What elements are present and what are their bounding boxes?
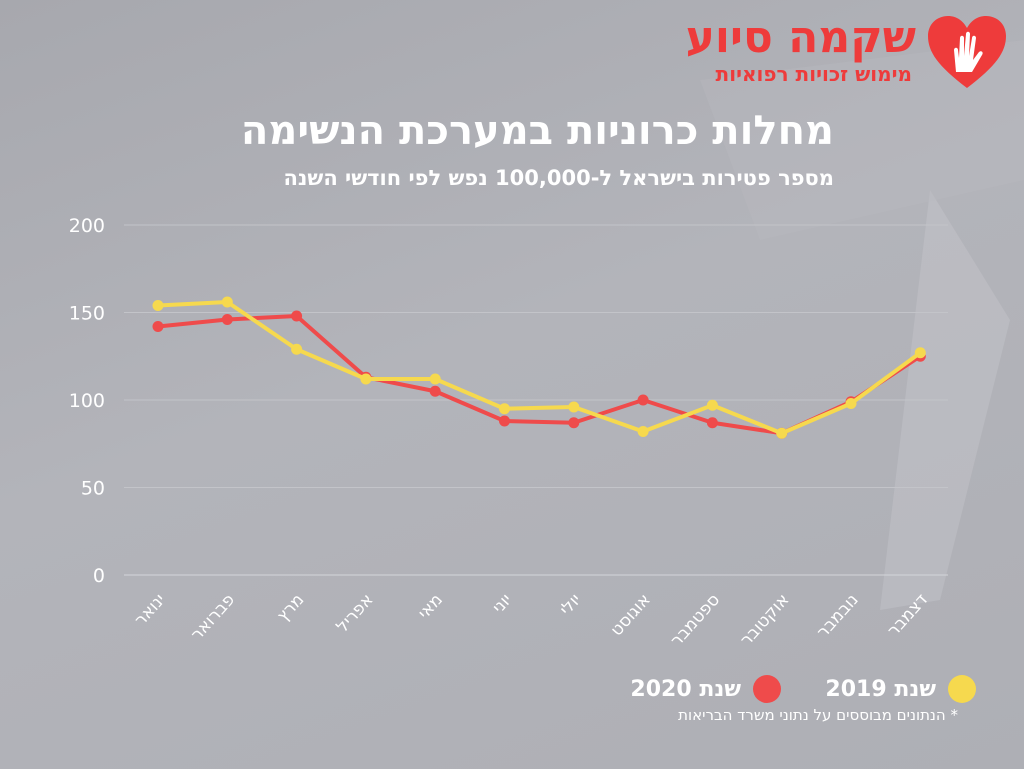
legend-label-2019: שנת 2019 — [825, 676, 936, 702]
legend-marker-2020 — [753, 675, 781, 703]
x-tick-label: נובמבר — [813, 590, 863, 642]
x-axis-ticks: ינואר פברואר מרץ אפריל מאי יוני יולי אוגוסט ספטמ… — [131, 590, 932, 651]
data-point — [221, 314, 233, 325]
x-tick-label: פברואר — [187, 590, 239, 645]
data-point — [845, 398, 857, 409]
data-point — [152, 321, 164, 332]
logo-tagline: מימוש זכויות רפואיות — [715, 62, 912, 86]
data-point — [152, 300, 164, 311]
chart-series — [152, 296, 926, 439]
y-tick-label: 0 — [93, 565, 105, 587]
data-point — [499, 415, 510, 427]
legend-item-2020: שנת 2020 — [630, 672, 781, 706]
series-line-1 — [156, 300, 923, 436]
legend-label-2020: שנת 2020 — [630, 676, 741, 702]
data-point — [637, 426, 649, 437]
chart-subtitle: מספר פטירות בישראל ל-100,000 נפש לפי חוד… — [283, 166, 834, 190]
x-tick-label: אוקטובר — [736, 590, 793, 650]
heart-hand-icon — [928, 16, 1006, 88]
y-tick-label: 200 — [69, 215, 105, 237]
y-axis-ticks: 0 50 100 150 200 — [69, 215, 105, 587]
y-tick-label: 50 — [81, 478, 105, 500]
data-point — [776, 427, 788, 439]
x-tick-label: אפריל — [333, 590, 378, 637]
legend-item-2019: שנת 2019 — [825, 672, 976, 706]
data-point — [429, 385, 441, 397]
x-tick-label: יוני — [489, 590, 517, 618]
chart-legend: שנת 2019 שנת 2020 — [556, 672, 976, 706]
data-point — [360, 373, 372, 385]
chart-title: מחלות כרוניות במערכת הנשימה — [240, 108, 834, 154]
data-point — [221, 296, 233, 308]
x-tick-label: יולי — [556, 590, 586, 620]
x-tick-label: מרץ — [273, 590, 308, 626]
data-point — [291, 310, 303, 322]
data-point — [706, 417, 718, 429]
data-point — [637, 394, 649, 406]
chart-grid — [124, 224, 948, 576]
data-point — [568, 417, 580, 429]
logo: שקמה סיוע מימוש זכויות רפואיות — [678, 12, 1008, 88]
data-point — [914, 347, 926, 359]
x-tick-label: אוגוסט — [607, 590, 655, 640]
data-point — [499, 403, 510, 415]
y-tick-label: 150 — [69, 303, 105, 325]
footnote: * הנתונים מבוססים על נתוני משרד הבריאות — [678, 706, 958, 724]
data-point — [429, 373, 441, 385]
x-tick-label: דצמבר — [883, 590, 932, 641]
x-tick-label: ינואר — [131, 590, 170, 630]
logo-name: שקמה סיוע — [685, 12, 916, 63]
data-point — [291, 343, 303, 355]
x-tick-label: ספטמבר — [667, 590, 724, 651]
x-tick-label: מאי — [414, 590, 447, 623]
data-point — [568, 401, 580, 413]
y-tick-label: 100 — [69, 390, 105, 412]
legend-marker-2019 — [948, 675, 976, 703]
data-point — [706, 399, 718, 411]
